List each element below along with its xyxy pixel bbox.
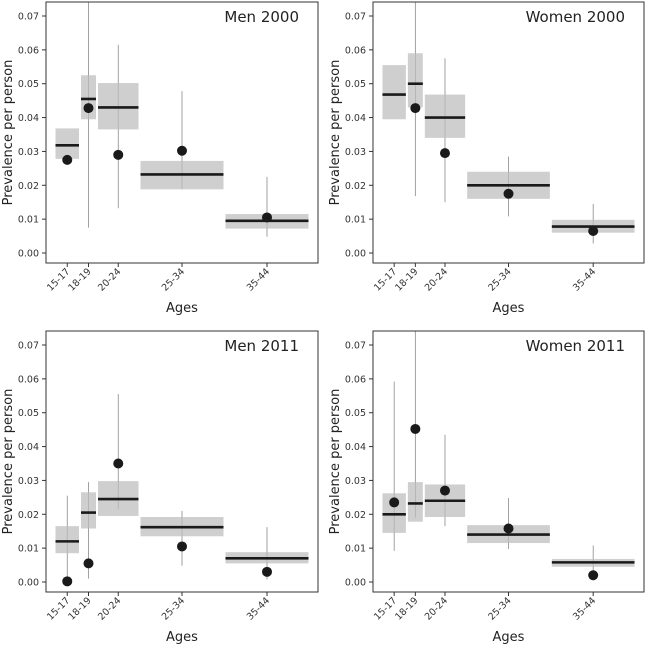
panel-1-ytick-label: 0.07 bbox=[18, 12, 39, 23]
panel-4-xtick-label: 18-19 bbox=[393, 595, 420, 622]
panel-4-ytick-label: 0.07 bbox=[345, 341, 366, 352]
panel-3-xtick-label: 15-17 bbox=[45, 595, 72, 622]
panel-2-ytick-label: 0.02 bbox=[345, 181, 366, 192]
panel-1-x-axis-title: Ages bbox=[166, 301, 198, 316]
panel-2-ytick-label: 0.05 bbox=[345, 79, 366, 90]
panel-1-ytick-label: 0.05 bbox=[18, 79, 39, 90]
panel-2-x-axis-title: Ages bbox=[493, 301, 525, 316]
panel-2-ytick-label: 0.00 bbox=[345, 249, 366, 260]
panel-4-ytick-label: 0.05 bbox=[345, 408, 366, 419]
panel-4-ytick-label: 0.01 bbox=[345, 544, 366, 555]
panel-2-xtick-label: 35-44 bbox=[571, 266, 598, 293]
panel-2-age-18-19-uncertainty-band bbox=[407, 53, 423, 108]
panel-3-xtick-label: 35-44 bbox=[245, 595, 272, 622]
panel-3-title: Men 2011 bbox=[224, 337, 299, 355]
panel-1-ytick-label: 0.02 bbox=[18, 181, 39, 192]
panel-4-xtick-label: 25-34 bbox=[486, 595, 513, 622]
panel-2-xtick-label: 20-24 bbox=[423, 266, 450, 293]
panel-3-xtick-label: 25-34 bbox=[160, 595, 187, 622]
panel-4-xtick-label: 20-24 bbox=[423, 595, 450, 622]
panel-1-age-15-17-observed-point bbox=[62, 154, 73, 165]
panel-1-age-20-24-observed-point bbox=[113, 149, 124, 160]
panel-2-xtick-label: 25-34 bbox=[486, 266, 513, 293]
panel-2-xtick-label: 18-19 bbox=[393, 266, 420, 293]
panel-1-y-axis-title: Prevalence per person bbox=[1, 60, 16, 206]
panel-1-age-25-34-observed-point bbox=[177, 145, 187, 156]
panel-2-age-18-19-observed-point bbox=[410, 103, 421, 114]
panel-2-y-axis-title: Prevalence per person bbox=[328, 60, 343, 206]
panel-1-xtick-label: 20-24 bbox=[96, 266, 123, 293]
panel-4-title: Women 2011 bbox=[526, 337, 625, 355]
panel-1-ytick-label: 0.00 bbox=[18, 249, 39, 260]
panel-4-age-20-24-observed-point bbox=[439, 485, 450, 496]
panel-2-ytick-label: 0.07 bbox=[345, 12, 366, 23]
panel-1-title: Men 2000 bbox=[224, 8, 299, 26]
panel-3-ytick-label: 0.01 bbox=[18, 544, 39, 555]
panel-3-ytick-label: 0.03 bbox=[18, 476, 39, 487]
panel-4-age-35-44-observed-point bbox=[588, 570, 599, 581]
panel-2-ytick-label: 0.03 bbox=[345, 147, 366, 158]
panel-4-y-axis-title: Prevalence per person bbox=[328, 389, 343, 535]
panel-3-x-axis-title: Ages bbox=[166, 630, 198, 645]
panel-4: 0.00 0.01 0.02 0.03 0.04 0.05 0.06 0.07 15-1718-… bbox=[328, 330, 645, 645]
panel-4-ytick-label: 0.06 bbox=[345, 374, 366, 385]
panel-1-ytick-label: 0.04 bbox=[18, 113, 39, 124]
panel-3-ytick-label: 0.05 bbox=[18, 408, 39, 419]
panel-2-age-25-34-observed-point bbox=[503, 188, 514, 199]
panel-3-age-15-17-uncertainty-band bbox=[55, 526, 79, 554]
panel-4-xtick-label: 35-44 bbox=[571, 595, 598, 622]
panel-1-xtick-label: 15-17 bbox=[45, 266, 72, 293]
panel-4-frame bbox=[372, 330, 645, 593]
panel-2-title: Women 2000 bbox=[526, 8, 625, 26]
panel-1: 0.00 0.01 0.02 0.03 0.04 0.05 0.06 0.07 15-1718-… bbox=[1, 1, 319, 316]
panel-1-xtick-label: 18-19 bbox=[66, 266, 93, 293]
panel-1-age-35-44-observed-point bbox=[262, 212, 272, 223]
panel-4-ytick-label: 0.00 bbox=[345, 578, 366, 589]
panel-3-ytick-label: 0.00 bbox=[18, 578, 39, 589]
panel-4-ytick-label: 0.03 bbox=[345, 476, 366, 487]
panel-3-age-15-17-observed-point bbox=[62, 576, 73, 587]
panel-2-ytick-label: 0.06 bbox=[345, 45, 366, 56]
panel-3-xtick-label: 20-24 bbox=[96, 595, 123, 622]
panel-2-ytick-label: 0.01 bbox=[345, 215, 366, 226]
panel-2-age-15-17-uncertainty-band bbox=[382, 65, 406, 120]
panel-3-ytick-label: 0.06 bbox=[18, 374, 39, 385]
panel-4-xtick-label: 15-17 bbox=[372, 595, 399, 622]
panel-3-age-20-24-observed-point bbox=[113, 458, 124, 469]
panel-2-age-20-24-observed-point bbox=[439, 148, 450, 159]
panel-4-x-axis-title: Ages bbox=[493, 630, 525, 645]
panel-2-age-35-44-observed-point bbox=[588, 225, 599, 236]
panel-2-age-20-24-uncertainty-band bbox=[424, 94, 466, 138]
panel-1-xtick-label: 35-44 bbox=[245, 266, 272, 293]
panel-4-age-18-19-uncertainty-band bbox=[407, 482, 423, 522]
panel-3-y-axis-title: Prevalence per person bbox=[1, 389, 16, 535]
panel-3-xtick-label: 18-19 bbox=[66, 595, 93, 622]
panel-3-age-25-34-observed-point bbox=[177, 541, 187, 552]
panel-1-ytick-label: 0.01 bbox=[18, 215, 39, 226]
panel-4-age-15-17-observed-point bbox=[389, 497, 400, 508]
panel-3-ytick-label: 0.07 bbox=[18, 341, 39, 352]
panel-3: 0.00 0.01 0.02 0.03 0.04 0.05 0.06 0.07 15-1718-… bbox=[1, 330, 319, 645]
panel-1-age-18-19-observed-point bbox=[83, 103, 94, 114]
panel-4-ytick-label: 0.02 bbox=[345, 510, 366, 521]
panel-4-age-18-19-observed-point bbox=[410, 423, 421, 434]
panel-1-xtick-label: 25-34 bbox=[160, 266, 187, 293]
panel-4-age-25-34-observed-point bbox=[503, 523, 514, 534]
panel-3-ytick-label: 0.04 bbox=[18, 442, 39, 453]
panel-1-ytick-label: 0.03 bbox=[18, 147, 39, 158]
panel-3-age-18-19-observed-point bbox=[83, 558, 94, 569]
panel-1-age-15-17-uncertainty-band bbox=[55, 128, 79, 159]
panel-3-age-35-44-observed-point bbox=[262, 566, 272, 577]
panel-3-age-18-19-uncertainty-band bbox=[81, 492, 96, 529]
panel-2-xtick-label: 15-17 bbox=[372, 266, 399, 293]
panel-1-ytick-label: 0.06 bbox=[18, 45, 39, 56]
panel-2-ytick-label: 0.04 bbox=[345, 113, 366, 124]
panel-3-ytick-label: 0.02 bbox=[18, 510, 39, 521]
panel-4-ytick-label: 0.04 bbox=[345, 442, 366, 453]
panel-2: 0.00 0.01 0.02 0.03 0.04 0.05 0.06 0.07 15-1718-… bbox=[328, 1, 645, 316]
